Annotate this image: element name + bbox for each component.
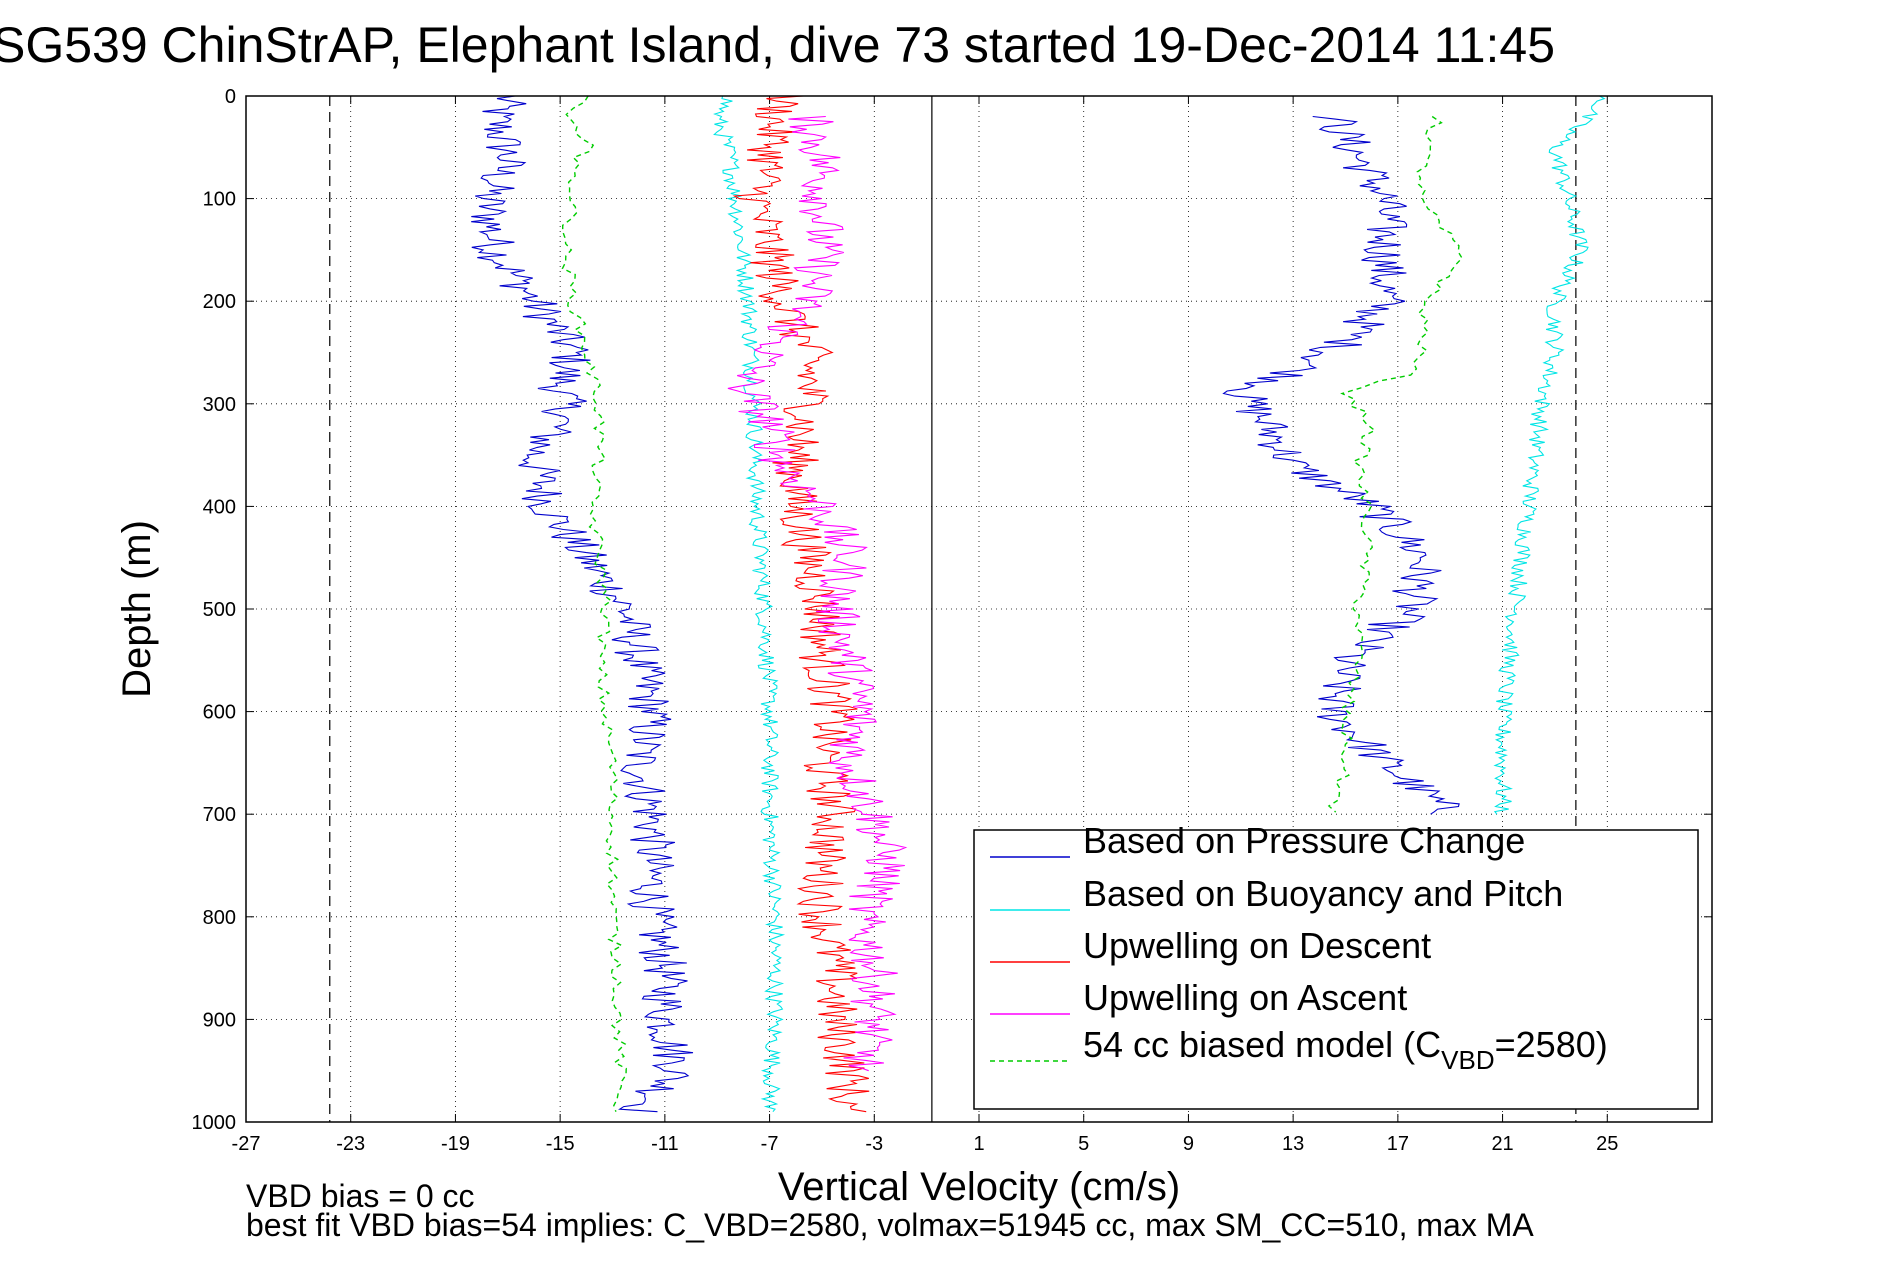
legend: Based on Pressure Change Based on Buoyanc… (973, 820, 1699, 1110)
legend-label-0: Based on Pressure Change (1083, 820, 1525, 861)
y-tick-labels: 0 100 200 300 400 500 600 700 800 900 1000 (192, 86, 237, 1134)
x-tick-label: -11 (651, 1133, 678, 1155)
x-tick-label: -7 (761, 1133, 779, 1155)
x-tick-label: 9 (1183, 1133, 1194, 1155)
x-tick-label: 21 (1491, 1133, 1513, 1155)
y-tick-label: 100 (203, 189, 236, 211)
x-tick-label: 1 (973, 1133, 984, 1155)
x-axis-label: Vertical Velocity (cm/s) (778, 1165, 1180, 1209)
y-tick-label: 1000 (192, 1112, 237, 1134)
x-tick-label: 5 (1078, 1133, 1089, 1155)
y-axis-label: Depth (m) (115, 520, 159, 698)
x-tick-label: -23 (336, 1133, 365, 1155)
series-line-2 (732, 95, 870, 1113)
best-fit-note: best fit VBD bias=54 implies: C_VBD=2580… (246, 1207, 1534, 1243)
x-tick-label: 25 (1596, 1133, 1618, 1155)
legend-label-3: Upwelling on Ascent (1083, 977, 1407, 1018)
legend-box (973, 829, 1699, 1110)
y-tick-label: 500 (203, 599, 236, 621)
y-tick-label: 200 (203, 291, 236, 313)
series-line-4 (561, 95, 627, 1112)
plot-frame (245, 95, 1713, 1123)
legend-label-1: Based on Buoyancy and Pitch (1083, 873, 1563, 914)
series-line-1 (713, 95, 786, 1113)
y-tick-label: 400 (203, 496, 236, 518)
x-tick-label: -3 (865, 1133, 883, 1155)
series-line-1 (1493, 95, 1606, 815)
x-tick-label: -15 (546, 1133, 575, 1155)
y-tick-label: 700 (203, 804, 236, 826)
legend-label-4: 54 cc biased model (CVBD=2580) (1083, 1024, 1608, 1075)
y-tick-label: 900 (203, 1009, 236, 1031)
series-line-0 (1222, 115, 1460, 815)
chart-title: SG539 ChinStrAP, Elephant Island, dive 7… (0, 17, 1555, 73)
legend-label-2: Upwelling on Descent (1083, 925, 1431, 966)
y-tick-label: 0 (225, 86, 236, 108)
x-tick-label: 17 (1387, 1133, 1409, 1155)
series-line-3 (727, 115, 908, 1072)
x-tick-labels: -27 -23 -19 -15 -11 -7 -3 1 5 9 13 17 21 25 (232, 1133, 1619, 1155)
y-tick-label: 600 (203, 702, 236, 724)
y-tick-label: 800 (203, 907, 236, 929)
legend-label-subscript: VBD (1441, 1045, 1494, 1075)
x-tick-label: -27 (232, 1133, 261, 1155)
series-line-0 (471, 95, 694, 1113)
vbd-bias-note: VBD bias = 0 cc (246, 1178, 475, 1214)
series-group (471, 95, 1606, 1113)
legend-label-suffix: =2580) (1495, 1024, 1608, 1065)
x-tick-label: -19 (441, 1133, 470, 1155)
x-tick-label: 13 (1282, 1133, 1304, 1155)
legend-label-main: 54 cc biased model (C (1083, 1024, 1441, 1065)
series-line-4 (1327, 115, 1463, 813)
y-tick-label: 300 (203, 394, 236, 416)
